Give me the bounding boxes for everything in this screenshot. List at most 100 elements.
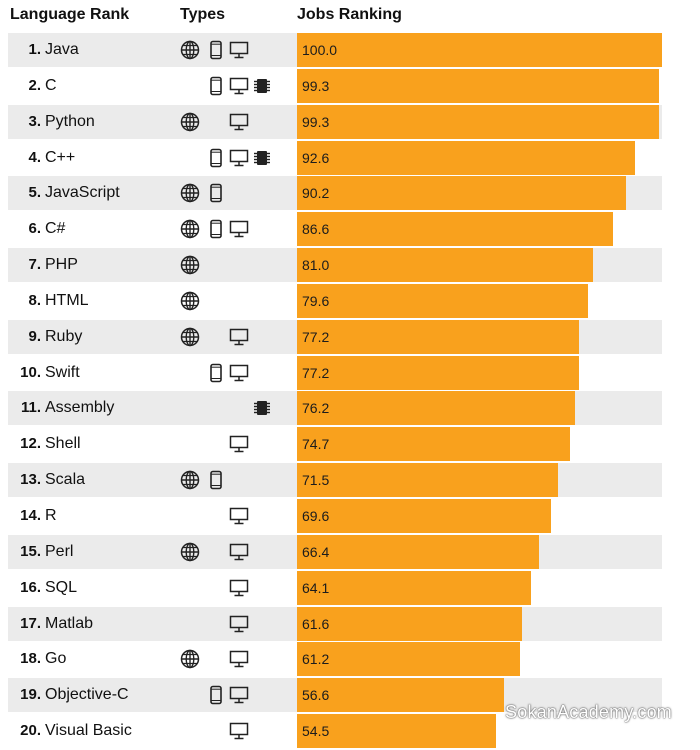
globe-icon [180,183,200,203]
language-name: Perl [45,542,74,560]
rank-number: 6. [28,220,41,238]
jobs-ranking-bar [297,33,662,67]
bar-track: 54.5 [297,714,662,749]
rank-number: 2. [28,76,41,94]
desktop-monitor-icon [229,578,249,598]
table-row: 10. Swift 77.2 [8,355,662,390]
jobs-ranking-bar [297,714,496,749]
table-row: 8. HTML 79.6 [8,283,662,318]
bar-value-label: 99.3 [302,77,330,94]
bar-value-label: 74.7 [302,436,330,453]
table-row: 14. R 69.6 [8,498,662,533]
table-row: 15. Perl 66.4 [8,534,662,569]
desktop-monitor-icon [229,434,249,454]
table-row: 12. Shell 74.7 [8,427,662,462]
globe-icon [180,327,200,347]
table-row: 3. Python 99.3 [8,104,662,139]
bar-value-label: 99.3 [302,113,330,130]
rank-number: 16. [20,578,41,596]
table-row: 6. C# 86.6 [8,212,662,247]
rank-number: 18. [20,650,41,668]
globe-icon [180,649,200,669]
language-name: C# [45,220,66,238]
globe-icon [180,40,200,60]
bar-value-label: 86.6 [302,221,330,238]
language-name: C++ [45,148,76,166]
bar-value-label: 66.4 [302,543,330,560]
desktop-monitor-icon [229,148,249,168]
bar-track: 86.6 [297,212,662,247]
desktop-monitor-icon [229,76,249,96]
bar-value-label: 56.6 [302,687,330,704]
rank-number: 13. [20,471,41,489]
rank-number: 8. [28,291,41,309]
watermark: SokanAcademy.com [505,702,672,722]
bar-track: 99.3 [297,104,662,139]
bar-value-label: 100.0 [302,42,338,58]
language-name: Shell [45,435,81,453]
jobs-ranking-bar [297,427,570,462]
bar-track: 79.6 [297,283,662,318]
language-name: Scala [45,471,86,489]
rank-number: 7. [28,256,41,274]
ranking-table: 1. Java 100.0 2. C 99.3 3. Python 99.3 4. C++ 92.6 5… [8,33,662,750]
bar-track: 76.2 [297,391,662,426]
mobile-phone-icon [206,363,226,383]
jobs-ranking-bar [297,283,588,318]
jobs-ranking-bar [297,212,614,247]
table-row: 9. Ruby 77.2 [8,319,662,354]
bar-value-label: 79.6 [302,292,330,309]
rank-number: 1. [28,41,41,58]
bar-value-label: 61.2 [302,651,330,668]
desktop-monitor-icon [229,685,249,705]
rank-number: 9. [28,327,41,345]
globe-icon [180,219,200,239]
bar-value-label: 64.1 [302,579,330,596]
globe-icon [180,112,200,132]
mobile-phone-icon [206,219,226,239]
table-row: 20. Visual Basic 54.5 [8,714,662,749]
rank-number: 19. [20,686,41,704]
language-name: Ruby [45,327,83,345]
jobs-ranking-bar [297,391,576,426]
bar-track: 66.4 [297,534,662,569]
language-name: Assembly [45,399,115,417]
bar-track: 71.5 [297,463,662,498]
jobs-ranking-bar [297,104,660,139]
language-name: R [45,506,57,524]
bar-value-label: 61.6 [302,615,330,632]
bar-track: 77.2 [297,355,662,390]
bar-track: 77.2 [297,319,662,354]
bar-value-label: 77.2 [302,364,330,381]
language-name: C [45,76,57,94]
rank-number: 17. [20,614,41,632]
rank-number: 15. [20,542,41,560]
desktop-monitor-icon [229,542,249,562]
jobs-ranking-bar [297,678,504,713]
mobile-phone-icon [206,685,226,705]
header-jobs-ranking: Jobs Ranking [297,6,402,23]
table-row: 18. Go 61.2 [8,642,662,677]
table-row: 7. PHP 81.0 [8,248,662,283]
rank-number: 4. [28,148,41,166]
rank-number: 10. [20,363,41,381]
mobile-phone-icon [206,183,226,203]
language-name: Objective-C [45,686,129,704]
jobs-ranking-bar [297,319,579,354]
jobs-ranking-bar [297,463,558,498]
desktop-monitor-icon [229,112,249,132]
jobs-ranking-bar [297,606,522,641]
bar-value-label: 90.2 [302,185,330,202]
bar-value-label: 69.6 [302,507,330,524]
language-name: SQL [45,578,78,596]
bar-track: 74.7 [297,427,662,462]
table-row: 11. Assembly 76.2 [8,391,662,426]
bar-track: 92.6 [297,140,662,175]
header-language-rank: Language Rank [10,6,130,23]
language-name: Swift [45,363,80,381]
bar-track: 56.6 [297,678,662,713]
bar-value-label: 81.0 [302,257,330,274]
bar-track: 61.2 [297,642,662,677]
mobile-phone-icon [206,148,226,168]
jobs-ranking-bar [297,355,579,390]
